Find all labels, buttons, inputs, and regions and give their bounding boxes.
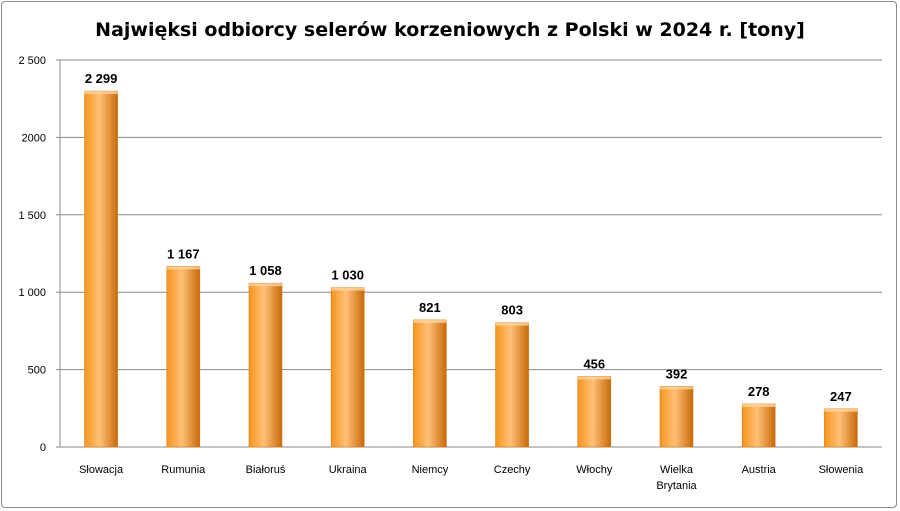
bar-value-label: 247	[830, 389, 852, 404]
bar	[413, 319, 447, 448]
bar	[330, 287, 365, 448]
y-tick-label: 500	[28, 365, 46, 377]
bar-top-highlight	[249, 283, 282, 287]
y-tick-label: 2000	[22, 132, 46, 144]
bar-top-highlight	[413, 319, 447, 323]
x-category-label: Słowacja	[79, 464, 124, 476]
x-category-label: Niemcy	[412, 464, 449, 476]
bar-value-label: 278	[748, 384, 770, 399]
y-tick-label: 1 000	[18, 287, 46, 299]
x-category-label: Słowenia	[819, 464, 865, 476]
bar-value-label: 821	[419, 300, 441, 315]
y-tick-label: 1 500	[18, 210, 46, 222]
x-category-label: Rumunia	[161, 464, 206, 476]
x-category-label: Austria	[742, 464, 777, 476]
y-tick-label: 0	[40, 442, 46, 454]
bar-value-label: 2 299	[85, 71, 118, 86]
bars	[84, 90, 858, 448]
bar-top-highlight	[824, 408, 858, 412]
bar-top-highlight	[331, 287, 365, 291]
bar	[741, 403, 776, 448]
bar	[659, 386, 694, 448]
chart-title: Najwięksi odbiorcy selerów korzeniowych …	[95, 19, 805, 41]
bar	[577, 376, 612, 448]
bar-value-label: 803	[501, 303, 523, 318]
x-category-label: Wielka	[660, 464, 694, 476]
bar	[824, 408, 858, 448]
bar-value-label: 1 058	[249, 263, 282, 278]
bar-top-highlight	[495, 322, 529, 326]
x-category-label: Brytania	[656, 480, 697, 492]
bar-top-highlight	[166, 266, 200, 270]
bar-top-highlight	[660, 386, 693, 390]
bar-top-highlight	[577, 376, 611, 380]
x-category-label: Ukraina	[329, 464, 368, 476]
x-category-label: Białoruś	[246, 464, 286, 476]
value-labels: 2 299 1 167 1 058 1 030 821 803 456 392 278 247	[85, 71, 852, 404]
x-category-label: Włochy	[576, 464, 613, 476]
x-category-label: Czechy	[494, 464, 531, 476]
bar	[84, 90, 118, 448]
y-tick-label: 2 500	[18, 55, 46, 67]
x-axis-categories: Słowacja Rumunia Białoruś Ukraina Niemcy Czec…	[79, 464, 864, 492]
bar-value-label: 1 167	[167, 246, 200, 261]
bar	[248, 282, 283, 448]
bar-value-label: 1 030	[331, 268, 364, 283]
y-axis-ticks: 0 500 1 000 1 500 2000 2 500	[18, 55, 46, 454]
bar-top-highlight	[742, 403, 776, 407]
bar-value-label: 392	[666, 366, 688, 381]
bar-top-highlight	[84, 91, 118, 95]
bar-value-label: 456	[583, 356, 605, 371]
bar	[166, 266, 201, 448]
bar	[495, 322, 529, 448]
